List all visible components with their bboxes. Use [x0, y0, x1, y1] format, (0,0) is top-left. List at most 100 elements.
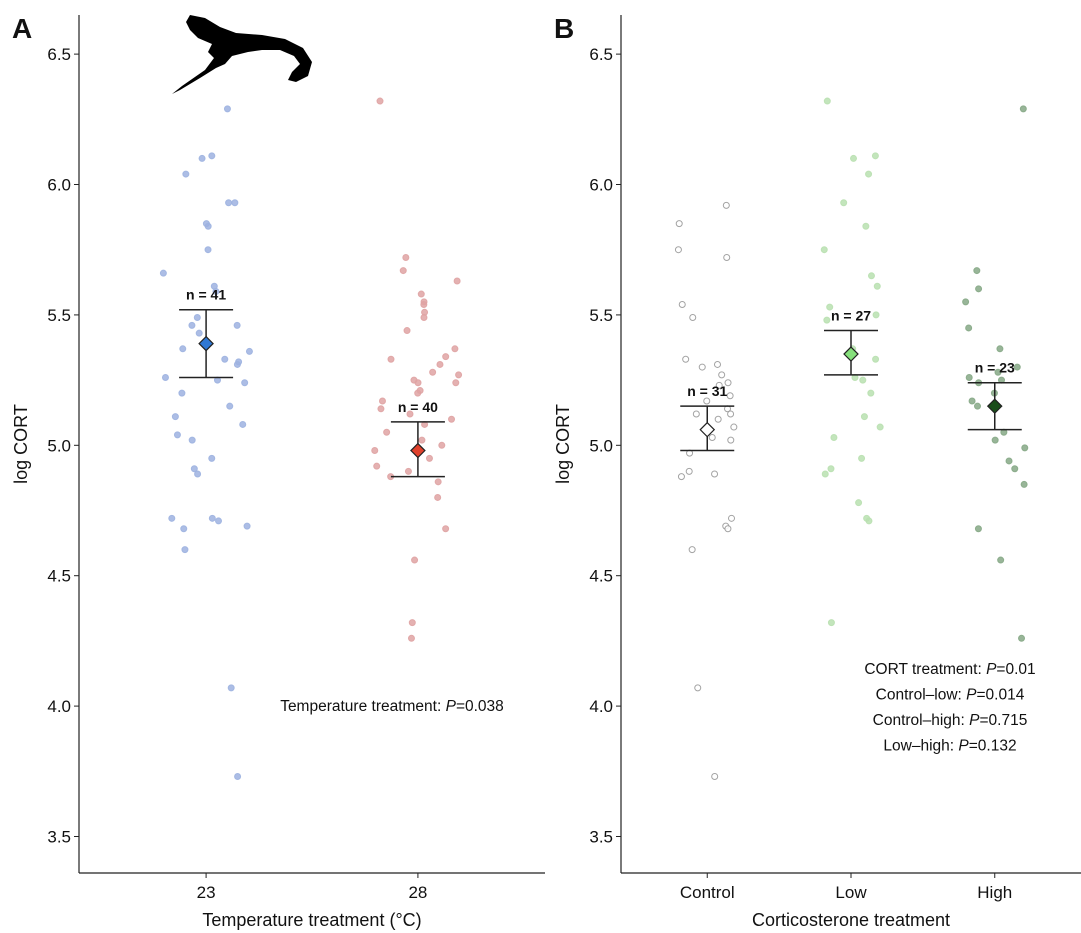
stat-value: =0.715 — [980, 712, 1028, 729]
data-point — [855, 499, 863, 507]
data-point — [233, 321, 241, 329]
data-point — [711, 773, 719, 781]
data-point — [965, 324, 973, 332]
data-point — [1005, 457, 1013, 465]
data-point — [674, 246, 682, 254]
data-point — [226, 402, 234, 410]
x-tick-label: Low — [835, 883, 867, 902]
stat-p: P — [446, 698, 457, 715]
y-tick-label: 3.5 — [589, 827, 613, 846]
x-axis-label: Temperature treatment (°C) — [202, 910, 421, 930]
stat-annotation: Temperature treatment: P=0.038 — [280, 698, 504, 715]
data-point — [173, 431, 181, 439]
y-axis-label: log CORT — [553, 404, 573, 484]
stat-label: Temperature treatment: — [280, 698, 445, 715]
n-label: n = 27 — [831, 308, 871, 324]
data-point — [689, 314, 697, 322]
data-point — [694, 684, 702, 692]
data-point — [865, 517, 873, 525]
x-tick-label: 28 — [408, 883, 427, 902]
data-point — [678, 300, 686, 308]
stat-value: =0.132 — [969, 738, 1017, 755]
data-point — [377, 405, 385, 413]
data-point — [194, 470, 202, 478]
data-point — [867, 272, 875, 280]
data-point — [826, 303, 834, 311]
data-point — [1011, 465, 1019, 473]
y-axis-label: log CORT — [11, 404, 31, 484]
stat-annotation: Low–high: P=0.132 — [883, 738, 1016, 755]
y-tick-label: 6.0 — [589, 176, 613, 195]
data-point — [188, 321, 196, 329]
data-point — [442, 525, 450, 533]
data-point — [708, 433, 716, 441]
data-point — [399, 267, 407, 275]
panel-label: B — [554, 13, 574, 44]
data-point — [221, 355, 229, 363]
data-point — [994, 368, 1002, 376]
data-point — [730, 423, 738, 431]
data-point — [179, 345, 187, 353]
data-point — [448, 415, 456, 423]
data-point — [858, 454, 866, 462]
data-point — [178, 389, 186, 397]
data-point — [204, 246, 212, 254]
data-point — [1021, 444, 1029, 452]
y-tick-label: 5.0 — [47, 436, 71, 455]
n-label: n = 23 — [975, 360, 1015, 376]
data-point — [231, 199, 239, 207]
data-point — [383, 428, 391, 436]
data-point — [968, 397, 976, 405]
data-point — [997, 556, 1005, 564]
data-point — [728, 514, 736, 522]
data-point — [420, 314, 428, 322]
x-tick-label: High — [977, 883, 1012, 902]
data-point — [688, 546, 696, 554]
data-point — [974, 525, 982, 533]
data-point — [161, 373, 169, 381]
data-point — [182, 170, 190, 178]
data-point — [991, 436, 999, 444]
data-point — [411, 556, 419, 564]
data-point — [418, 436, 426, 444]
data-point — [973, 267, 981, 275]
data-point — [1020, 480, 1028, 488]
data-point — [198, 154, 206, 162]
y-tick-label: 6.5 — [47, 45, 71, 64]
data-point — [685, 467, 693, 475]
data-point — [233, 360, 241, 368]
data-point — [1018, 634, 1026, 642]
data-point — [965, 373, 973, 381]
data-point — [227, 684, 235, 692]
data-point — [434, 493, 442, 501]
data-point — [727, 410, 735, 418]
y-tick-label: 6.5 — [589, 45, 613, 64]
stat-value: =0.014 — [976, 687, 1024, 704]
data-point — [208, 454, 216, 462]
data-point — [996, 345, 1004, 353]
data-point — [1013, 363, 1021, 371]
data-point — [438, 441, 446, 449]
data-point — [402, 254, 410, 262]
data-point — [452, 379, 460, 387]
n-label: n = 41 — [186, 287, 226, 303]
data-point — [962, 298, 970, 306]
data-point — [208, 152, 216, 160]
data-point — [234, 773, 242, 781]
stat-p: P — [969, 712, 980, 729]
data-point — [408, 619, 416, 627]
data-point — [223, 105, 231, 113]
data-point — [840, 199, 848, 207]
y-tick-label: 5.5 — [589, 306, 613, 325]
stat-annotation: Control–low: P=0.014 — [876, 687, 1025, 704]
data-point — [830, 433, 838, 441]
n-label: n = 31 — [687, 383, 727, 399]
data-point — [403, 327, 411, 335]
data-point — [821, 470, 829, 478]
data-point — [436, 360, 444, 368]
data-point — [453, 277, 461, 285]
data-point — [245, 347, 253, 355]
mean-marker — [699, 421, 716, 438]
data-point — [414, 389, 422, 397]
data-point — [867, 389, 875, 397]
